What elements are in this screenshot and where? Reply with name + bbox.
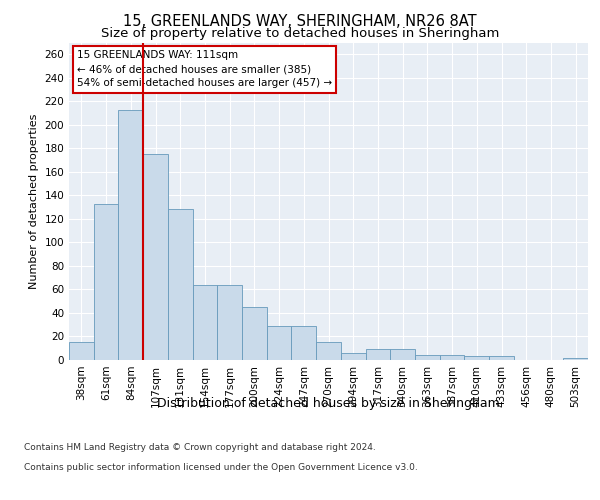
Bar [143, 154, 168, 360]
Bar [267, 326, 292, 360]
Bar [415, 356, 440, 360]
Bar [365, 350, 390, 360]
Text: 15, GREENLANDS WAY, SHERINGHAM, NR26 8AT: 15, GREENLANDS WAY, SHERINGHAM, NR26 8AT [123, 14, 477, 29]
Bar [292, 326, 316, 360]
Bar [489, 356, 514, 360]
Bar [193, 284, 217, 360]
Text: Contains HM Land Registry data © Crown copyright and database right 2024.: Contains HM Land Registry data © Crown c… [24, 442, 376, 452]
Text: Distribution of detached houses by size in Sheringham: Distribution of detached houses by size … [157, 398, 500, 410]
Text: Contains public sector information licensed under the Open Government Licence v3: Contains public sector information licen… [24, 462, 418, 471]
Bar [341, 353, 365, 360]
Bar [316, 342, 341, 360]
Y-axis label: Number of detached properties: Number of detached properties [29, 114, 39, 289]
Bar [440, 356, 464, 360]
Bar [464, 356, 489, 360]
Text: Size of property relative to detached houses in Sheringham: Size of property relative to detached ho… [101, 28, 499, 40]
Bar [118, 110, 143, 360]
Bar [390, 350, 415, 360]
Bar [242, 307, 267, 360]
Bar [168, 210, 193, 360]
Bar [563, 358, 588, 360]
Bar [94, 204, 118, 360]
Bar [217, 284, 242, 360]
Text: 15 GREENLANDS WAY: 111sqm
← 46% of detached houses are smaller (385)
54% of semi: 15 GREENLANDS WAY: 111sqm ← 46% of detac… [77, 50, 332, 88]
Bar [69, 342, 94, 360]
